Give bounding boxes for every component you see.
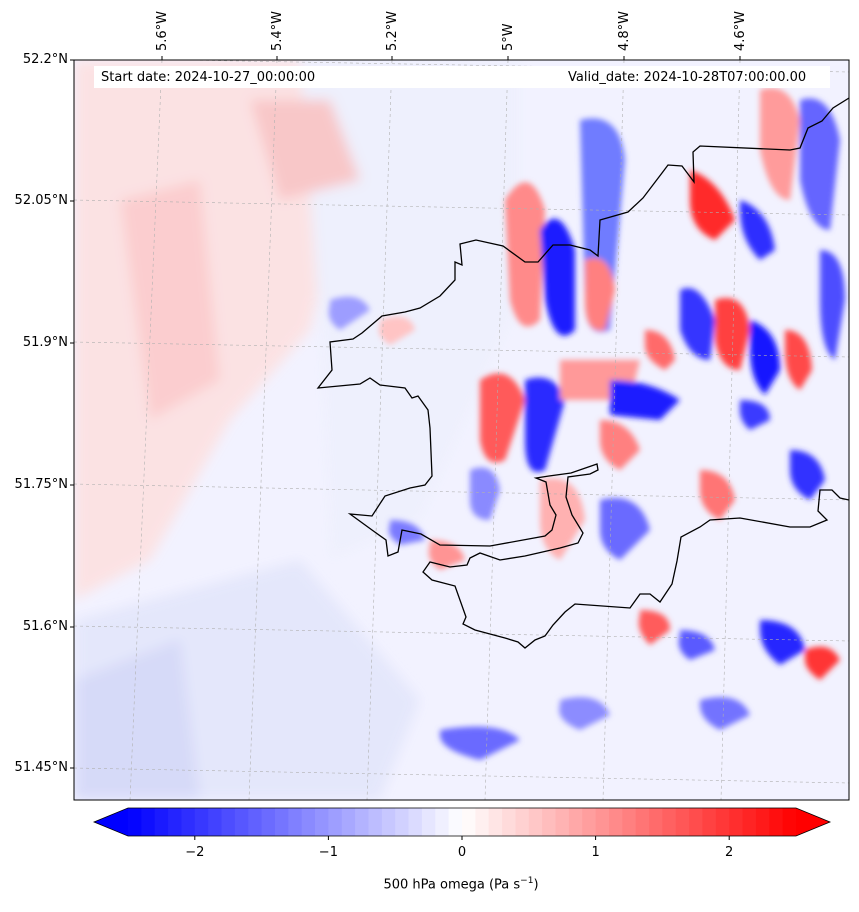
- lat-label: 51.45°N: [14, 760, 68, 775]
- colorbar-tick-label: −2: [185, 845, 205, 860]
- lon-label: 4.6°W: [733, 10, 748, 51]
- colorbar-segment: [528, 808, 543, 836]
- colorbar-segment: [328, 808, 343, 836]
- colorbar-segment: [315, 808, 329, 836]
- colorbar-segment: [715, 808, 730, 836]
- colorbar-outline: [92, 807, 832, 837]
- colorbar-segment: [622, 808, 637, 836]
- colorbar-segment: [689, 808, 704, 836]
- lat-label: 52.2°N: [22, 52, 68, 67]
- colorbar-segment: [595, 808, 610, 836]
- colorbar-segment: [355, 808, 370, 836]
- colorbar-segment: [408, 808, 423, 836]
- colorbar-segment: [301, 808, 316, 836]
- colorbar-segment: [248, 808, 263, 836]
- start-date-label: Start date: 2024-10-27_00:00:00: [101, 70, 316, 85]
- lon-label: 5.6°W: [155, 10, 170, 51]
- colorbar-segment: [395, 808, 410, 836]
- colorbar-segment: [194, 808, 209, 836]
- omega-field: [74, 60, 849, 800]
- lon-label: 5.4°W: [270, 10, 285, 51]
- colorbar-segment: [755, 808, 770, 836]
- colorbar-segment: [568, 808, 583, 836]
- colorbar-segment: [181, 808, 196, 836]
- colorbar-segment: [488, 808, 503, 836]
- lat-label: 51.9°N: [22, 335, 68, 350]
- lon-label: 5.2°W: [385, 10, 400, 51]
- colorbar-segment: [555, 808, 570, 836]
- lon-label: 5°W: [501, 23, 516, 51]
- colorbar-segment: [475, 808, 490, 836]
- colorbar-segment: [368, 808, 383, 836]
- colorbar-segment: [274, 808, 289, 836]
- colorbar-segment: [462, 808, 476, 836]
- colorbar-tick-label: 1: [591, 845, 600, 860]
- colorbar-segment: [141, 808, 156, 836]
- colorbar-segment: [261, 808, 276, 836]
- colorbar-segment: [448, 808, 463, 836]
- colorbar-segment: [234, 808, 249, 836]
- coastline: [316, 97, 849, 649]
- colorbar-segment: [221, 808, 236, 836]
- colorbar-tick-label: −1: [318, 845, 338, 860]
- colorbar-tick-label: 0: [457, 845, 467, 860]
- colorbar-max-extend: [796, 808, 830, 836]
- colorbar-segment: [662, 808, 677, 836]
- colorbar-segment: [502, 808, 517, 836]
- colorbar-segment: [769, 808, 784, 836]
- lon-label: 4.8°W: [617, 10, 632, 51]
- colorbar-segment: [128, 808, 142, 836]
- colorbar-segment: [582, 808, 597, 836]
- lat-label: 52.05°N: [14, 193, 68, 208]
- colorbar-segment: [154, 808, 169, 836]
- colorbar-segment: [435, 808, 450, 836]
- colorbar-segment: [421, 808, 436, 836]
- colorbar-tick-label: 2: [725, 845, 734, 860]
- colorbar-segment: [341, 808, 356, 836]
- colorbar-segment: [702, 808, 717, 836]
- colorbar-segment: [675, 808, 690, 836]
- colorbar-segment: [542, 808, 557, 836]
- lat-label: 51.6°N: [22, 619, 68, 634]
- colorbar-min-extend: [94, 808, 128, 836]
- colorbar-segment: [649, 808, 663, 836]
- colorbar-segment: [288, 808, 303, 836]
- lat-label: 51.75°N: [14, 477, 68, 492]
- colorbar-segment: [208, 808, 223, 836]
- colorbar-segment: [515, 808, 530, 836]
- valid-date-label: Valid_date: 2024-10-28T07:00:00.00: [568, 70, 807, 85]
- colorbar-segment: [742, 808, 757, 836]
- map-frame: [73, 59, 850, 801]
- colorbar-segment: [635, 808, 650, 836]
- colorbar-segment: [782, 808, 797, 836]
- colorbar-segment: [381, 808, 396, 836]
- colorbar-segment: [608, 808, 623, 836]
- colorbar-title: 500 hPa omega (Pa s−1): [383, 876, 539, 893]
- colorbar: [92, 807, 832, 840]
- colorbar-segment: [168, 808, 183, 836]
- colorbar-segment: [729, 808, 744, 836]
